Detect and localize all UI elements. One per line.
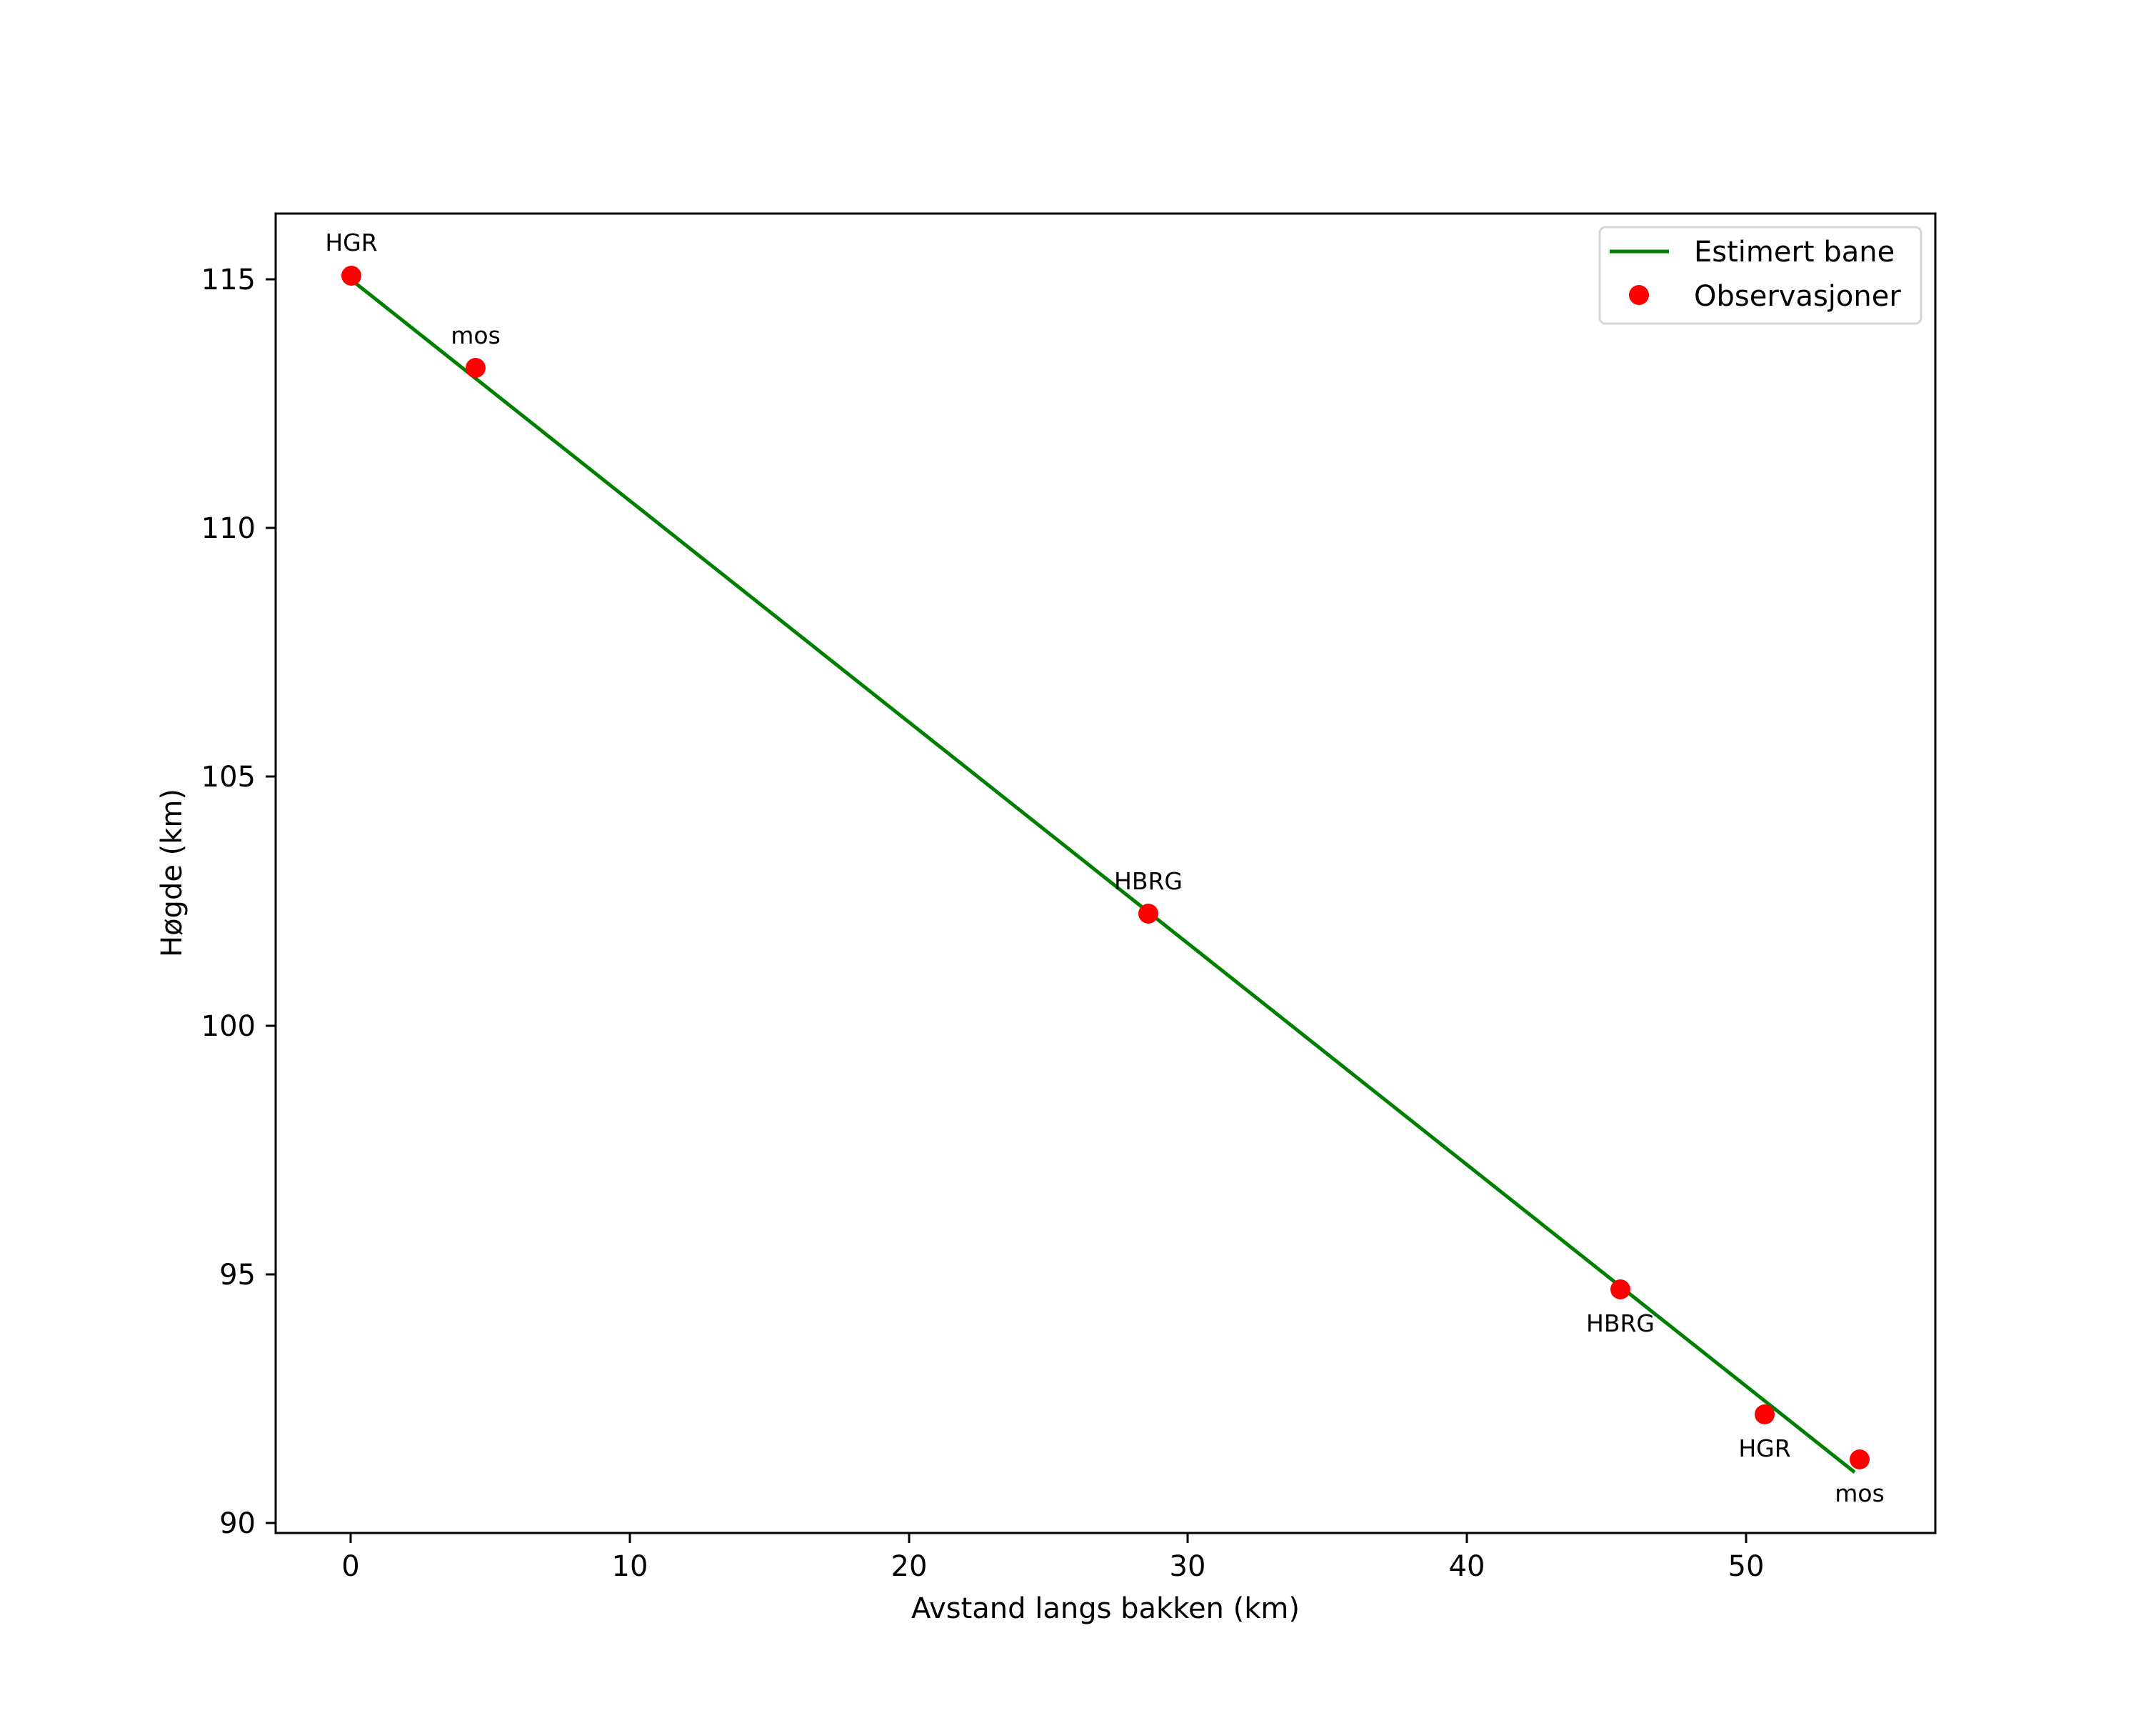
observation-point — [1610, 1279, 1630, 1299]
legend-box — [1598, 226, 1922, 325]
observation-point — [341, 266, 361, 286]
x-tick-label: 50 — [1728, 1550, 1765, 1583]
observation-point — [1755, 1404, 1775, 1424]
point-label: mos — [451, 321, 501, 349]
x-tick-label: 40 — [1449, 1550, 1485, 1583]
x-axis-label: Avstand langs bakken (km) — [911, 1592, 1300, 1625]
axes-frame — [274, 212, 1937, 1534]
point-label: HGR — [325, 229, 377, 256]
x-tick-labels: 0 10 20 30 40 50 — [341, 1550, 1764, 1583]
point-label: mos — [1835, 1479, 1885, 1507]
y-axis-label: Høgde (km) — [156, 789, 189, 957]
y-tick-label: 115 — [201, 264, 256, 296]
y-tick-label: 90 — [219, 1507, 256, 1540]
legend: Estimert bane Observasjoner — [1598, 226, 1922, 325]
axes-background — [276, 214, 1935, 1533]
y-tick-label: 110 — [201, 512, 256, 545]
point-label: HBRG — [1114, 867, 1183, 895]
estimated-trajectory-line — [349, 278, 1856, 1474]
y-tick-label: 105 — [201, 761, 256, 794]
y-tick-labels: 90 95 100 105 110 115 — [201, 264, 256, 1540]
y-tick-label: 100 — [201, 1010, 256, 1043]
legend-label-estimated-trajectory: Estimert bane — [1694, 236, 1895, 269]
observation-point — [1138, 904, 1158, 924]
x-tick-label: 0 — [341, 1550, 359, 1583]
observation-point — [1850, 1449, 1870, 1469]
y-axis — [266, 278, 276, 1524]
point-annotations: HGR mos HBRG HBRG HGR mos — [325, 229, 1884, 1507]
x-tick-label: 10 — [612, 1550, 648, 1583]
point-label: HBRG — [1586, 1309, 1655, 1337]
point-label: HGR — [1738, 1434, 1790, 1462]
x-tick-label: 20 — [891, 1550, 928, 1583]
observation-markers — [341, 266, 1870, 1469]
legend-label-observations: Observasjoner — [1694, 280, 1901, 313]
x-axis — [349, 1533, 1748, 1543]
legend-dot-marker-icon — [1629, 285, 1649, 305]
x-tick-label: 30 — [1170, 1550, 1206, 1583]
y-tick-label: 95 — [219, 1259, 256, 1292]
observation-point — [466, 358, 486, 378]
plot-area: HGR mos HBRG HBRG HGR mos — [274, 212, 1937, 1534]
